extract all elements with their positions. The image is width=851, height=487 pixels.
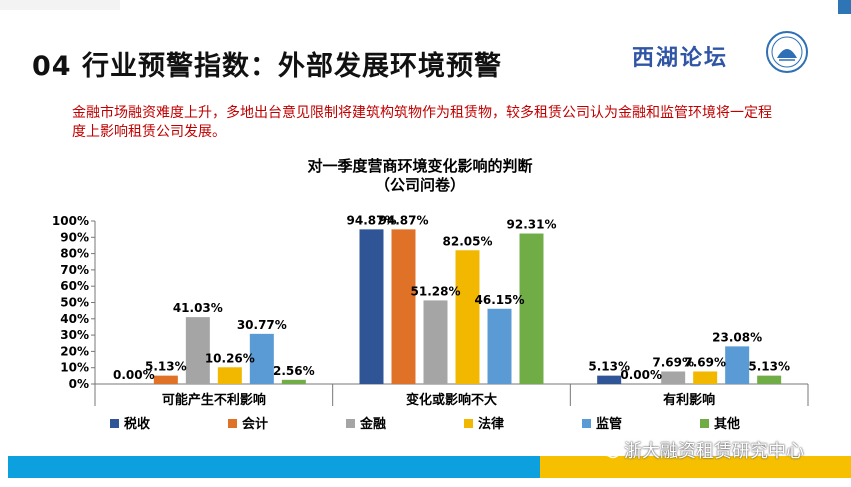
data-label: 5.13% (145, 360, 187, 374)
legend-label: 金融 (359, 416, 386, 432)
legend-swatch (110, 419, 119, 428)
chart-title: 对一季度营商环境变化影响的判断 (307, 157, 532, 175)
y-tick-label: 10% (60, 361, 89, 375)
legend-swatch (700, 419, 709, 428)
data-label: 92.31% (507, 218, 557, 232)
data-label: 0.00% (113, 368, 155, 382)
bar (519, 233, 544, 384)
y-tick-label: 40% (60, 312, 89, 326)
data-label: 30.77% (237, 318, 287, 332)
y-tick-label: 90% (60, 230, 89, 244)
bar (423, 300, 448, 384)
bar (455, 250, 480, 384)
bar (693, 371, 718, 384)
data-label: 10.26% (205, 351, 255, 365)
y-tick-label: 0% (69, 377, 89, 391)
bar (597, 375, 622, 384)
x-category-label: 变化或影响不大 (406, 392, 497, 408)
bar (391, 229, 416, 384)
data-label: 7.69% (652, 355, 694, 369)
data-label: 23.08% (712, 330, 762, 344)
y-tick-label: 20% (60, 344, 89, 358)
x-category-label: 有利影响 (663, 392, 715, 408)
bar (185, 317, 210, 384)
bar (661, 371, 686, 384)
page-title: 04 行业预警指数：外部发展环境预警 (32, 51, 502, 82)
data-label: 94.87% (347, 213, 397, 227)
legend-label: 会计 (242, 416, 268, 432)
legend-label: 监管 (596, 416, 622, 432)
bar (281, 379, 306, 384)
legend-swatch (346, 419, 355, 428)
y-tick-label: 80% (60, 247, 89, 261)
top-bar-decoration (0, 0, 120, 10)
legend-label: 税收 (124, 416, 151, 432)
bar (725, 346, 750, 384)
data-label: 5.13% (748, 360, 790, 374)
legend-swatch (582, 419, 591, 428)
y-tick-label: 70% (60, 263, 89, 277)
data-label: 0.00% (620, 368, 662, 382)
legend-swatch (464, 419, 473, 428)
data-label: 2.56% (273, 364, 315, 378)
legend-label: 其他 (714, 416, 740, 432)
data-label: 46.15% (475, 293, 525, 307)
data-label: 82.05% (443, 234, 493, 248)
data-label: 51.28% (411, 284, 461, 298)
emblem-icon (766, 31, 808, 73)
bar (757, 375, 782, 384)
footer-bar-blue (8, 456, 543, 478)
summary-text: 金融市场融资难度上升，多地出台意见限制将建筑构筑物作为租赁物，较多租赁公司认为金… (72, 105, 772, 140)
watermark-text: 浙大融资租赁研究中心 (624, 441, 804, 462)
watermark: 浙大融资租赁研究中心 (600, 437, 804, 463)
y-tick-label: 100% (52, 214, 89, 228)
bar (153, 375, 178, 384)
y-tick-label: 50% (60, 296, 89, 310)
legend-swatch (228, 419, 237, 428)
chart-subtitle: （公司问卷） (375, 176, 465, 194)
x-category-label: 可能产生不利影响 (162, 392, 266, 408)
data-label: 41.03% (173, 301, 223, 315)
bar (217, 367, 242, 384)
bar (249, 333, 274, 384)
data-label: 94.87% (379, 213, 429, 227)
wechat-icon (600, 443, 620, 459)
bar (359, 229, 384, 384)
y-tick-label: 60% (60, 279, 89, 293)
data-label: 7.69% (684, 355, 726, 369)
forum-logo: 西湖论坛 (632, 45, 729, 71)
bar (487, 308, 512, 384)
top-corner-decoration (838, 0, 851, 14)
legend-label: 法律 (478, 416, 504, 432)
y-tick-label: 30% (60, 328, 89, 342)
footer-bar-yellow (540, 456, 851, 478)
data-label: 5.13% (588, 360, 630, 374)
